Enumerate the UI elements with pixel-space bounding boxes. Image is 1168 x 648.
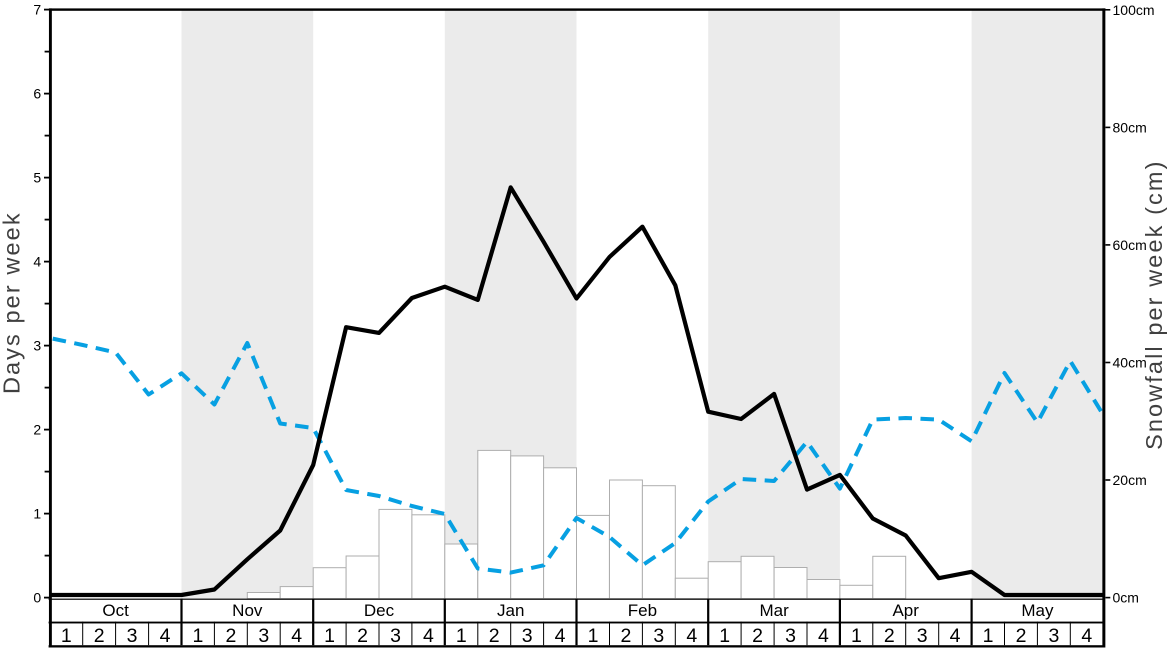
svg-text:1: 1	[324, 625, 335, 647]
svg-text:4: 4	[818, 625, 829, 647]
svg-text:3: 3	[258, 625, 269, 647]
svg-text:4: 4	[291, 625, 302, 647]
svg-text:2: 2	[752, 625, 763, 647]
svg-text:May: May	[1021, 601, 1054, 620]
svg-text:6: 6	[33, 86, 41, 102]
svg-text:Oct: Oct	[102, 601, 129, 620]
svg-text:1: 1	[588, 625, 599, 647]
svg-text:Apr: Apr	[892, 601, 919, 620]
svg-text:60cm: 60cm	[1113, 237, 1147, 253]
svg-text:1: 1	[719, 625, 730, 647]
svg-text:Dec: Dec	[364, 601, 395, 620]
svg-text:80cm: 80cm	[1113, 119, 1147, 135]
svg-text:40cm: 40cm	[1113, 355, 1147, 371]
svg-text:1: 1	[983, 625, 994, 647]
svg-text:3: 3	[33, 338, 41, 354]
svg-text:Feb: Feb	[628, 601, 657, 620]
svg-text:7: 7	[33, 2, 41, 18]
svg-text:4: 4	[33, 254, 41, 270]
svg-text:2: 2	[884, 625, 895, 647]
svg-text:4: 4	[950, 625, 961, 647]
svg-text:20cm: 20cm	[1113, 472, 1147, 488]
svg-text:2: 2	[357, 625, 368, 647]
svg-text:4: 4	[555, 625, 566, 647]
svg-text:Mar: Mar	[759, 601, 789, 620]
svg-text:2: 2	[225, 625, 236, 647]
svg-text:1: 1	[456, 625, 467, 647]
svg-text:3: 3	[653, 625, 664, 647]
svg-text:4: 4	[1081, 625, 1092, 647]
svg-text:100cm: 100cm	[1113, 2, 1155, 18]
svg-text:2: 2	[33, 422, 41, 438]
svg-text:5: 5	[33, 170, 41, 186]
svg-text:Days per week: Days per week	[0, 211, 24, 394]
svg-text:0cm: 0cm	[1113, 590, 1139, 606]
svg-text:0: 0	[33, 590, 41, 606]
svg-text:4: 4	[160, 625, 171, 647]
svg-text:1: 1	[61, 625, 72, 647]
svg-text:Jan: Jan	[497, 601, 524, 620]
svg-text:3: 3	[917, 625, 928, 647]
svg-text:2: 2	[94, 625, 105, 647]
svg-text:3: 3	[785, 625, 796, 647]
svg-text:1: 1	[33, 506, 41, 522]
svg-text:Nov: Nov	[232, 601, 263, 620]
svg-text:4: 4	[423, 625, 434, 647]
svg-text:1: 1	[851, 625, 862, 647]
svg-text:Snowfall per week (cm): Snowfall per week (cm)	[1141, 159, 1167, 449]
svg-text:3: 3	[390, 625, 401, 647]
svg-text:3: 3	[1048, 625, 1059, 647]
svg-text:2: 2	[1016, 625, 1027, 647]
svg-text:3: 3	[522, 625, 533, 647]
svg-text:3: 3	[127, 625, 138, 647]
svg-text:4: 4	[686, 625, 697, 647]
svg-text:2: 2	[620, 625, 631, 647]
svg-text:2: 2	[489, 625, 500, 647]
svg-text:1: 1	[192, 625, 203, 647]
